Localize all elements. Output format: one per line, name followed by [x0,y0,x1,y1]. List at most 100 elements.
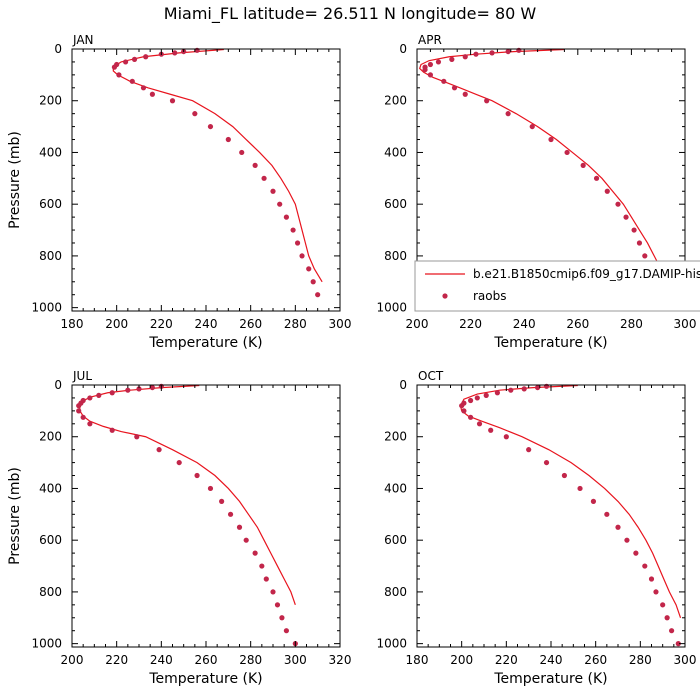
raobs-point [604,188,610,194]
y-tick-label: 1000 [31,301,62,315]
raobs-point [660,602,666,608]
raobs-point [615,201,621,207]
y-tick-label: 200 [384,430,407,444]
raobs-point [274,602,281,608]
raobs-point [483,392,489,398]
y-tick-label: 400 [384,145,407,159]
x-tick-label: 220 [459,317,482,331]
x-tick-label: 300 [674,653,697,667]
raobs-point [473,51,479,57]
raobs-point [306,266,312,272]
panel-label: JUL [72,369,92,383]
raobs-point [615,524,621,530]
raobs-point [134,434,140,440]
raobs-point [505,111,511,117]
raobs-point [270,188,276,194]
raobs-point [648,576,655,582]
raobs-point [580,162,586,168]
raobs-point [435,59,442,65]
raobs-point [461,408,467,414]
plot-frame [71,384,341,648]
raobs-point [207,485,214,492]
panel-label: OCT [418,369,444,383]
panel-jul: 200 220 240 260 280 300 320 0 200 400 600 800 1000 JU… [7,369,351,687]
raobs-point [109,427,115,433]
raobs-point [462,54,468,60]
raobs-point [76,403,82,409]
x-tick-label: 200 [450,653,473,667]
raobs-point [261,175,267,181]
raobs-point [169,98,176,104]
x-tick-label: 300 [329,317,352,331]
raobs-point [427,72,433,78]
raobs-point [488,427,494,433]
raobs-point [96,392,102,398]
raobs-point [140,85,147,91]
x-tick-label: 200 [61,653,84,667]
raobs-point [564,149,570,156]
raobs-point [642,253,648,259]
raobs-point [156,447,162,453]
raobs-point [310,279,316,285]
raobs-point [604,511,610,517]
raobs-point [294,240,301,246]
raobs-point [484,98,490,104]
x-tick-label: 240 [540,653,563,667]
y-tick-label: 600 [39,197,62,211]
y-axis-label: Pressure (mb) [7,131,23,229]
raobs-point [623,214,629,220]
raobs-point [299,253,305,259]
raobs-point [590,498,597,504]
x-tick-label: 240 [150,653,173,667]
x-tick-label: 180 [61,317,84,331]
x-tick-label: 240 [195,317,218,331]
raobs-point [76,408,82,414]
raobs-point [449,56,455,62]
y-tick-label: 600 [384,533,407,547]
raobs-point [283,628,289,634]
raobs-point [252,162,258,168]
x-tick-label: 320 [329,653,352,667]
y-tick-label: 600 [39,533,62,547]
raobs-point [252,550,258,556]
raobs-point [664,615,670,621]
x-axis-label: Temperature (K) [493,335,607,351]
raobs-point [494,390,500,396]
y-tick-label: 1000 [31,637,62,651]
raobs-point [459,403,465,409]
x-tick-label: 260 [584,653,607,667]
raobs-point [259,563,265,569]
x-tick-label: 220 [150,317,173,331]
raobs-point [543,459,550,466]
y-tick-label: 800 [384,249,407,263]
y-tick-label: 1000 [376,637,407,651]
raobs-point [543,383,550,389]
raobs-point [675,641,681,647]
plot-frame [71,48,341,312]
raobs-point [270,589,276,595]
raobs-point [239,149,245,156]
raobs-point [263,576,269,582]
raobs-point [149,91,155,97]
raobs-point [277,201,283,207]
raobs-point [176,459,182,466]
y-tick-label: 600 [384,197,407,211]
x-tick-label: 220 [105,653,128,667]
raobs-point [236,524,243,530]
raobs-point [451,85,458,91]
raobs-point [631,227,637,233]
raobs-point [669,628,675,634]
y-tick-label: 0 [399,378,407,392]
x-tick-label: 180 [406,653,429,667]
raobs-point [111,64,118,70]
x-axis-label: Temperature (K) [148,671,262,687]
x-tick-label: 260 [195,653,218,667]
x-tick-label: 200 [406,317,429,331]
x-tick-label: 280 [629,653,652,667]
raobs-point [422,67,428,73]
x-axis-label: Temperature (K) [493,671,607,687]
legend-raobs-swatch [442,293,448,299]
raobs-point [192,111,198,117]
raobs-point [143,54,149,60]
